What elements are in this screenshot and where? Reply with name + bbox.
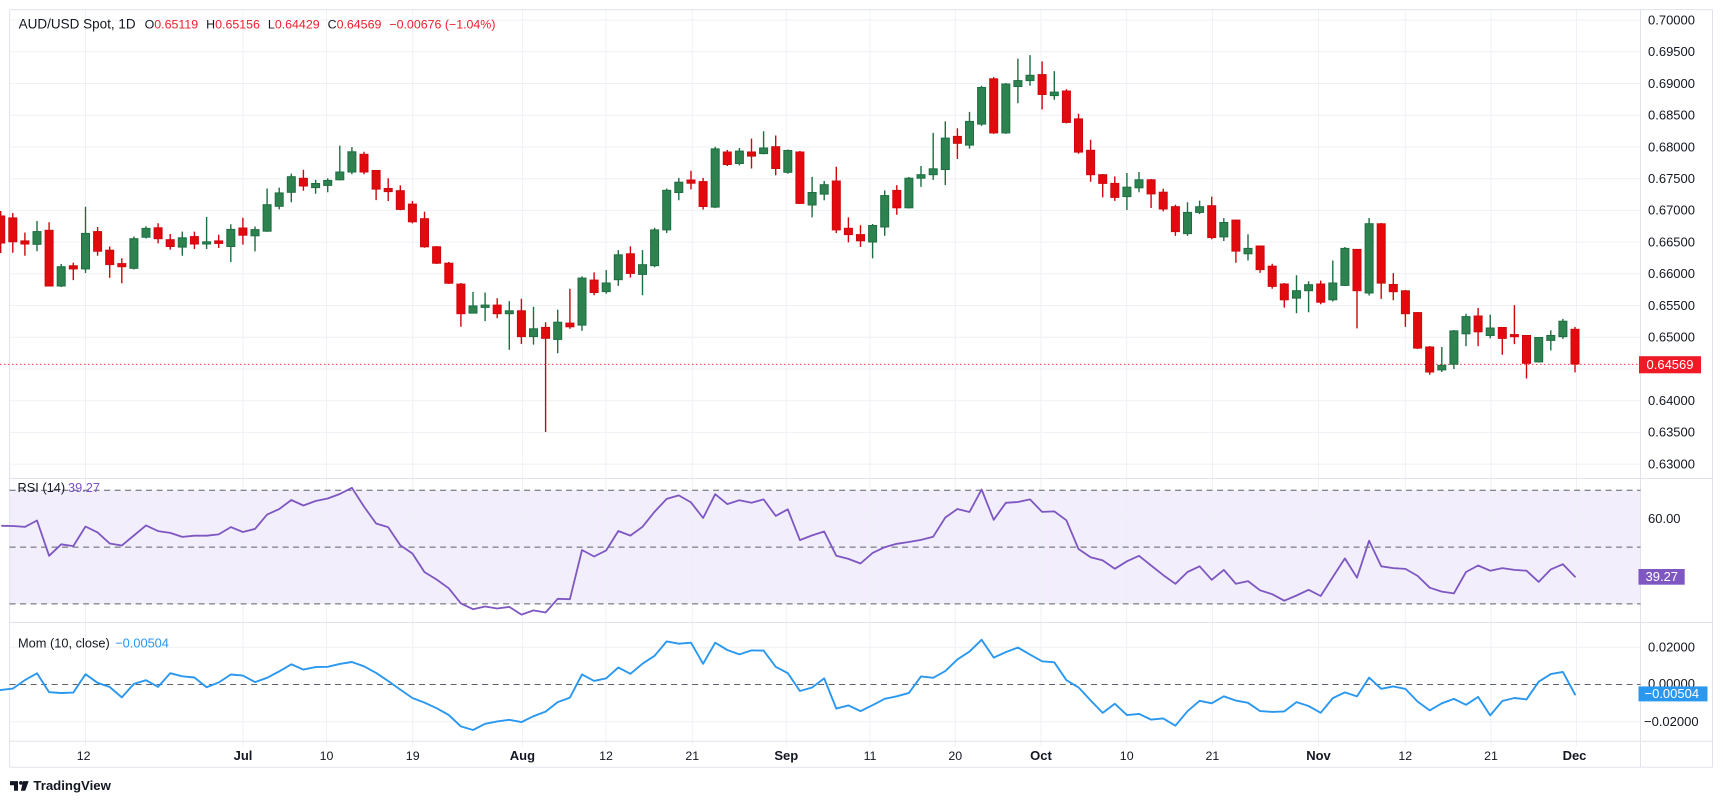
svg-text:0.63500: 0.63500	[1648, 425, 1695, 440]
svg-text:0.68500: 0.68500	[1648, 108, 1695, 123]
svg-text:0.68000: 0.68000	[1648, 139, 1695, 154]
svg-text:39.27: 39.27	[1646, 569, 1679, 584]
svg-text:21: 21	[685, 749, 699, 763]
svg-text:0.69500: 0.69500	[1648, 44, 1695, 59]
svg-text:12: 12	[1398, 749, 1412, 763]
svg-text:−0.00504: −0.00504	[1645, 686, 1700, 701]
svg-text:12: 12	[77, 749, 91, 763]
svg-text:21: 21	[1206, 749, 1220, 763]
svg-text:0.67500: 0.67500	[1648, 171, 1695, 186]
svg-text:19: 19	[406, 749, 420, 763]
svg-text:Sep: Sep	[774, 748, 798, 763]
svg-text:21: 21	[1484, 749, 1498, 763]
svg-text:10: 10	[320, 749, 334, 763]
svg-text:0.65500: 0.65500	[1648, 298, 1695, 313]
svg-text:0.66500: 0.66500	[1648, 234, 1695, 249]
svg-text:Jul: Jul	[234, 748, 253, 763]
svg-text:TradingView: TradingView	[33, 778, 111, 793]
svg-text:Nov: Nov	[1306, 748, 1331, 763]
svg-text:0.67000: 0.67000	[1648, 203, 1695, 218]
svg-text:39.27: 39.27	[68, 480, 100, 495]
svg-text:Dec: Dec	[1563, 748, 1587, 763]
svg-text:−0.00504: −0.00504	[115, 635, 169, 650]
svg-text:0.66000: 0.66000	[1648, 266, 1695, 281]
svg-text:−0.02000: −0.02000	[1644, 714, 1699, 729]
svg-text:0.69000: 0.69000	[1648, 76, 1695, 91]
svg-text:Oct: Oct	[1030, 748, 1052, 763]
svg-text:0.70000: 0.70000	[1648, 12, 1695, 27]
svg-text:20: 20	[948, 749, 962, 763]
svg-text:10: 10	[1120, 749, 1134, 763]
svg-text:11: 11	[864, 749, 877, 763]
svg-text:Mom (10, close): Mom (10, close)	[18, 635, 110, 650]
svg-text:0.64000: 0.64000	[1648, 393, 1695, 408]
svg-text:12: 12	[599, 749, 613, 763]
svg-text:Aug: Aug	[510, 748, 535, 763]
svg-text:RSI (14): RSI (14)	[18, 480, 66, 495]
svg-text:0.02000: 0.02000	[1648, 640, 1695, 655]
svg-text:60.00: 60.00	[1648, 511, 1681, 526]
svg-text:0.65000: 0.65000	[1648, 330, 1695, 345]
svg-text:0.64569: 0.64569	[1647, 357, 1694, 372]
svg-text:0.63000: 0.63000	[1648, 456, 1695, 471]
